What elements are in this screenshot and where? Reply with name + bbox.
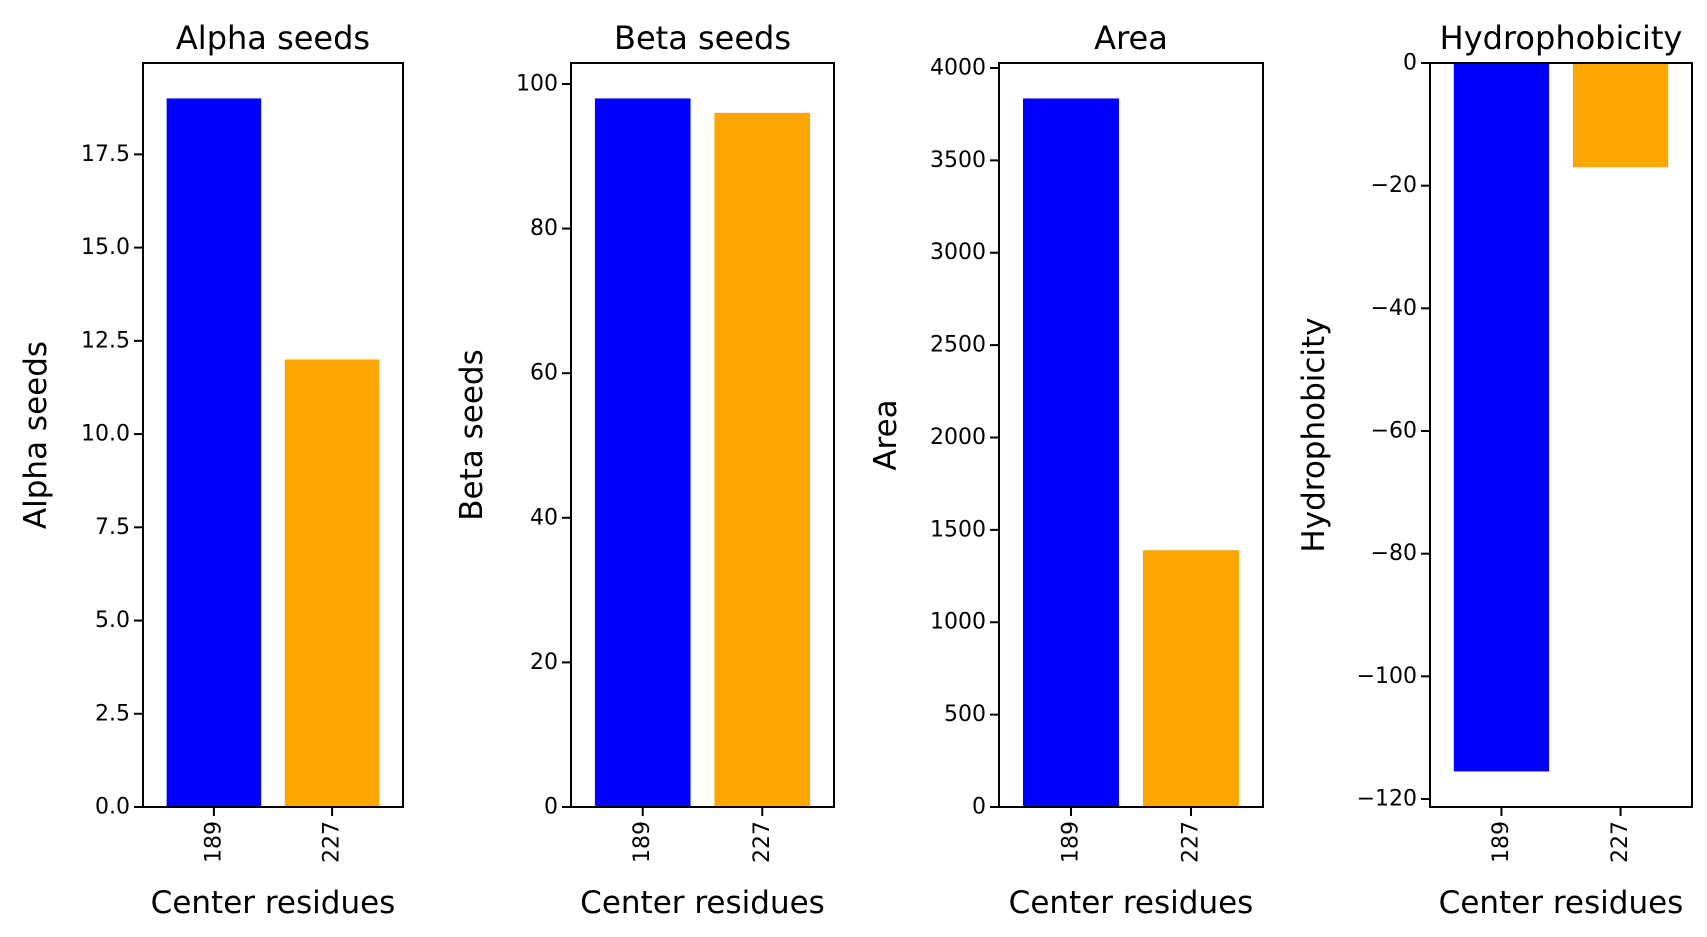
panel-4-hydrophobicity-chart: 0 −20 −40 −60 −80 −100 −120 189 227 Hydrophobicit… bbox=[1296, 19, 1693, 921]
panel-2-ytick-label: 0 bbox=[544, 795, 558, 820]
panel-1-ytick-label: 12.5 bbox=[81, 328, 130, 353]
panel-2-ytick-label: 100 bbox=[516, 71, 558, 96]
panel-1-xtick-label-189: 189 bbox=[201, 821, 226, 863]
panel-1-ytick-label: 10.0 bbox=[81, 422, 130, 447]
panel-1-xtick-label-227: 227 bbox=[320, 821, 345, 863]
panel-2-ytick-label: 20 bbox=[530, 650, 558, 675]
panel-3-y-axis-label: Area bbox=[868, 399, 904, 470]
panel-4-bar-189 bbox=[1453, 63, 1550, 772]
panel-1-ytick-label: 5.0 bbox=[95, 608, 130, 633]
panel-1-ytick-label: 15.0 bbox=[81, 235, 130, 260]
panel-1-ytick-label: 7.5 bbox=[95, 515, 130, 540]
panel-1-x-axis-label: Center residues bbox=[151, 885, 396, 921]
panel-4-xtick-label-227: 227 bbox=[1608, 821, 1633, 863]
panel-2-beta-seeds-chart: 0 20 40 60 80 100 189 227 Beta seeds Center resid… bbox=[454, 19, 835, 921]
panel-4-ytick-label: −80 bbox=[1371, 541, 1417, 566]
panel-1-ytick-label: 2.5 bbox=[95, 701, 130, 726]
panel-4-ytick-label: −60 bbox=[1371, 419, 1417, 444]
panel-4-x-axis-label: Center residues bbox=[1439, 885, 1684, 921]
panel-2-plot-frame bbox=[570, 62, 835, 808]
panel-2-bar-227 bbox=[714, 112, 811, 807]
panel-4-ytick-label: −40 bbox=[1371, 296, 1417, 321]
panel-1-alpha-seeds-chart: 0.0 2.5 5.0 7.5 10.0 12.5 15.0 17.5 189 227 Alpha … bbox=[18, 19, 404, 921]
panel-2-ytick-label: 80 bbox=[530, 216, 558, 241]
panel-2-xtick-label-227: 227 bbox=[750, 821, 775, 863]
panel-3-ytick-label: 2500 bbox=[930, 333, 986, 358]
panel-3-x-axis-label: Center residues bbox=[1009, 885, 1254, 921]
panel-1-bar-189 bbox=[166, 98, 262, 807]
panel-2-xtick-label-189: 189 bbox=[630, 821, 655, 863]
panel-4-title: Hydrophobicity bbox=[1440, 19, 1683, 57]
panel-2-bar-189 bbox=[594, 98, 691, 807]
panel-3-title: Area bbox=[1094, 19, 1168, 57]
panel-2-y-axis-label: Beta seeds bbox=[454, 349, 490, 520]
panel-3-ytick-label: 3000 bbox=[930, 240, 986, 265]
panel-2-x-axis-label: Center residues bbox=[580, 885, 825, 921]
panel-3-bar-227 bbox=[1143, 550, 1239, 807]
panel-4-plot-frame bbox=[1429, 62, 1693, 808]
panel-3-ytick-label: 3500 bbox=[930, 148, 986, 173]
panel-3-plot-frame bbox=[998, 62, 1264, 808]
panel-4-xtick-label-189: 189 bbox=[1489, 821, 1514, 863]
panel-4-y-axis-label: Hydrophobicity bbox=[1296, 317, 1332, 552]
panel-3-ytick-label: 1000 bbox=[930, 610, 986, 635]
panel-3-ytick-label: 1500 bbox=[930, 517, 986, 542]
panel-2-title: Beta seeds bbox=[614, 19, 791, 57]
panel-4-ytick-label: −120 bbox=[1357, 787, 1417, 812]
panel-3-area-chart: 0 500 1000 1500 2000 2500 3000 3500 4000 189 227 Ar… bbox=[868, 19, 1264, 921]
panel-1-ytick-label: 17.5 bbox=[81, 142, 130, 167]
panel-4-ytick-label: 0 bbox=[1403, 51, 1417, 76]
panel-3-ytick-label: 2000 bbox=[930, 425, 986, 450]
panel-2-ytick-label: 40 bbox=[530, 505, 558, 530]
panel-4-ytick-label: −100 bbox=[1357, 664, 1417, 689]
panel-1-title: Alpha seeds bbox=[176, 19, 370, 57]
panel-3-xtick-label-227: 227 bbox=[1179, 821, 1204, 863]
panel-3-bar-189 bbox=[1023, 98, 1119, 808]
panel-1-y-axis-label: Alpha seeds bbox=[18, 341, 54, 529]
panel-3-ytick-label: 0 bbox=[972, 795, 986, 820]
panel-4-ytick-label: −20 bbox=[1371, 173, 1417, 198]
panel-1-ytick-label: 0.0 bbox=[95, 795, 130, 820]
panel-3-xtick-label-189: 189 bbox=[1059, 821, 1084, 863]
panel-3-ytick-label: 4000 bbox=[930, 55, 986, 80]
panel-3-ytick-label: 500 bbox=[944, 702, 986, 727]
panel-1-bar-227 bbox=[284, 359, 380, 807]
panel-4-bar-227 bbox=[1572, 63, 1669, 168]
panel-2-ytick-label: 60 bbox=[530, 361, 558, 386]
